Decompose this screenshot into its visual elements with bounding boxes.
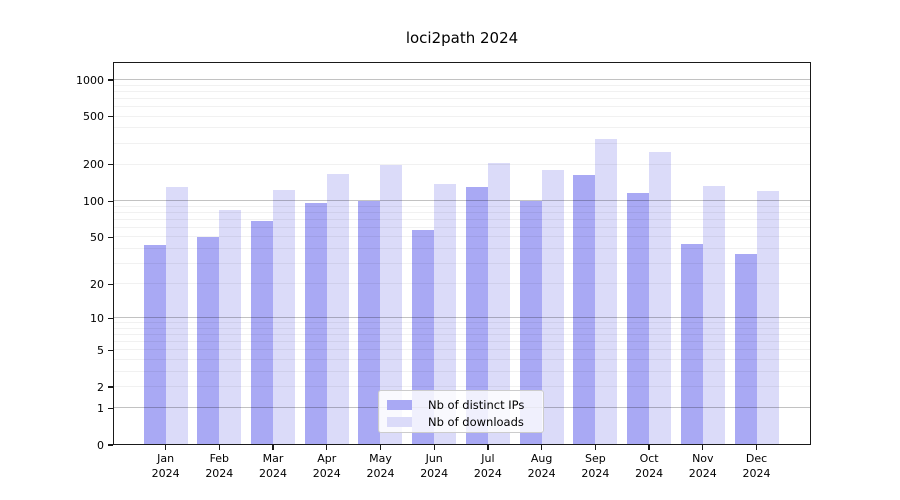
y-tick-label-2: 2 <box>97 380 104 394</box>
chart-title: loci2path 2024 <box>405 29 519 47</box>
legend-item-distinct-ips: Nb of distinct IPs <box>387 396 535 413</box>
legend: Nb of distinct IPs Nb of downloads <box>378 390 544 433</box>
y-tick-label-0: 0 <box>97 438 104 452</box>
bar-ips-jan <box>143 245 166 445</box>
y-tick-1000 <box>108 79 113 81</box>
y-tick-label-50: 50 <box>90 230 104 244</box>
x-tick-jul <box>487 445 489 450</box>
bar-downloads-mar <box>273 189 296 445</box>
bar-downloads-feb <box>219 210 242 445</box>
bar-ips-nov <box>680 243 703 445</box>
bar-downloads-aug <box>541 170 564 445</box>
y-tick-100 <box>108 200 113 202</box>
x-tick-jun <box>433 445 435 450</box>
x-tick-label-sep: Sep 2024 <box>581 452 610 480</box>
y-tick-label-200: 200 <box>83 158 104 172</box>
y-tick-200 <box>108 164 113 166</box>
x-tick-sep <box>594 445 596 450</box>
x-tick-label-apr: Apr 2024 <box>312 452 341 480</box>
y-tick-20 <box>108 283 113 285</box>
y-tick-500 <box>108 115 113 118</box>
y-tick-label-100: 100 <box>83 194 104 208</box>
legend-item-downloads: Nb of downloads <box>387 413 535 430</box>
y-tick-label-500: 500 <box>83 110 104 124</box>
bar-downloads-nov <box>702 185 725 445</box>
y-tick-1 <box>108 407 113 409</box>
y-tick-50 <box>108 236 113 238</box>
bar-downloads-may <box>380 164 403 445</box>
bar-downloads-sep <box>595 138 618 445</box>
x-tick-feb <box>218 445 220 450</box>
y-tick-5 <box>108 349 113 351</box>
y-tick-2 <box>108 386 113 388</box>
y-tick-label-1: 1 <box>97 401 104 415</box>
legend-swatch-downloads <box>387 416 412 427</box>
x-tick-label-may: May 2024 <box>366 452 395 480</box>
bar-ips-oct <box>627 192 650 445</box>
x-tick-dec <box>755 445 758 450</box>
x-tick-label-feb: Feb 2024 <box>205 452 234 480</box>
y-tick-label-20: 20 <box>90 277 104 291</box>
bar-ips-may <box>358 200 381 445</box>
bars-layer <box>113 62 811 445</box>
x-tick-may <box>379 445 382 450</box>
bar-downloads-jan <box>165 187 188 445</box>
y-tick-10 <box>108 317 113 319</box>
bar-downloads-dec <box>756 191 779 445</box>
x-tick-label-mar: Mar 2024 <box>259 452 288 480</box>
bar-ips-dec <box>734 254 757 445</box>
x-tick-mar <box>272 445 274 450</box>
y-tick-label-1000: 1000 <box>76 73 104 87</box>
x-tick-oct <box>648 445 650 450</box>
bar-ips-jul <box>465 187 488 445</box>
bar-ips-feb <box>197 237 220 445</box>
y-tick-label-10: 10 <box>90 311 104 325</box>
bar-ips-mar <box>251 220 274 445</box>
x-tick-label-jul: Jul 2024 <box>473 452 502 480</box>
legend-label-distinct-ips: Nb of distinct IPs <box>428 397 525 412</box>
bar-downloads-oct <box>649 152 672 445</box>
x-tick-jan <box>164 445 167 450</box>
bar-ips-sep <box>573 174 596 445</box>
bar-downloads-jul <box>487 162 510 445</box>
bar-downloads-apr <box>326 174 349 445</box>
bar-ips-aug <box>519 200 542 445</box>
legend-label-downloads: Nb of downloads <box>428 414 524 429</box>
x-tick-label-nov: Nov 2024 <box>688 452 717 480</box>
x-tick-label-jun: Jun 2024 <box>420 452 449 480</box>
x-tick-label-oct: Oct 2024 <box>635 452 664 480</box>
y-tick-0 <box>108 444 113 446</box>
x-tick-aug <box>541 445 543 450</box>
x-tick-label-jan: Jan 2024 <box>151 452 180 480</box>
plot-area: Nb of distinct IPs Nb of downloads <box>113 62 811 445</box>
x-tick-nov <box>702 445 704 450</box>
x-tick-label-aug: Aug 2024 <box>527 452 556 480</box>
y-tick-label-5: 5 <box>97 343 104 357</box>
legend-swatch-distinct-ips <box>387 399 412 410</box>
x-tick-apr <box>326 445 328 450</box>
bar-ips-apr <box>304 203 327 445</box>
bar-downloads-jun <box>434 183 457 445</box>
x-tick-label-dec: Dec 2024 <box>742 452 771 480</box>
